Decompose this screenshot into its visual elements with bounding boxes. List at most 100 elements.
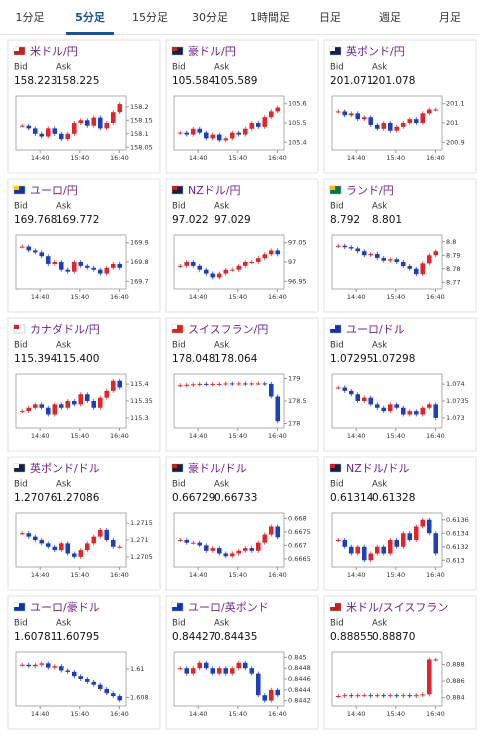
pair-name[interactable]: 米ドル/円 bbox=[30, 45, 78, 58]
x-tick-label: 14:40 bbox=[347, 432, 366, 440]
y-tick-label: 97.05 bbox=[288, 239, 307, 247]
y-tick-label: 1.271 bbox=[130, 536, 149, 544]
x-tick-label: 16:40 bbox=[268, 432, 287, 440]
y-tick-label: 169.8 bbox=[130, 258, 149, 266]
y-tick-label: 0.8442 bbox=[288, 697, 311, 705]
tab-label[interactable]: 5分足 bbox=[75, 10, 106, 24]
flag-detail bbox=[14, 464, 19, 468]
candle bbox=[355, 546, 361, 554]
bid-label: Bid bbox=[330, 63, 344, 73]
tab[interactable] bbox=[0, 0, 60, 34]
candle bbox=[104, 267, 110, 274]
x-tick-label: 14:40 bbox=[189, 154, 208, 162]
candle bbox=[91, 681, 97, 685]
pair-name[interactable]: ユーロ/豪ドル bbox=[30, 600, 100, 614]
tab-label[interactable]: 月足 bbox=[439, 11, 461, 24]
pair-name[interactable]: 英ポンド/円 bbox=[346, 44, 405, 58]
candle bbox=[32, 536, 38, 540]
x-tick-label: 14:40 bbox=[189, 571, 208, 579]
candle bbox=[275, 107, 281, 112]
candle bbox=[65, 543, 71, 554]
candle bbox=[177, 265, 183, 267]
candle bbox=[78, 120, 84, 123]
chart-frame bbox=[331, 234, 443, 290]
x-tick-label: 15:40 bbox=[70, 293, 89, 301]
candle bbox=[420, 694, 426, 696]
bid-label: Bid bbox=[172, 63, 186, 73]
candle bbox=[387, 695, 393, 697]
x-tick-label: 16:40 bbox=[110, 710, 129, 718]
candle bbox=[78, 262, 84, 266]
candle bbox=[407, 411, 413, 415]
candle bbox=[275, 250, 281, 255]
pair-name[interactable]: NZドル/円 bbox=[188, 184, 240, 197]
pair-name[interactable]: NZドル/ドル bbox=[346, 462, 409, 475]
candle bbox=[335, 696, 341, 698]
ask-value: 1.27086 bbox=[56, 492, 100, 504]
candle bbox=[197, 542, 203, 546]
candle bbox=[84, 120, 90, 126]
y-tick-label: 0.886 bbox=[446, 677, 465, 685]
candle bbox=[58, 262, 64, 270]
candle bbox=[216, 383, 222, 385]
tab-label[interactable]: 日足 bbox=[319, 11, 341, 24]
candle bbox=[39, 540, 45, 544]
candle bbox=[368, 553, 374, 561]
pair-name[interactable]: 英ポンド/ドル bbox=[30, 461, 100, 475]
candle bbox=[177, 132, 183, 134]
candle bbox=[407, 266, 413, 269]
y-tick-label: 97 bbox=[288, 258, 296, 266]
candle bbox=[413, 119, 419, 123]
x-tick-label: 15:40 bbox=[70, 432, 89, 440]
pair-name[interactable]: 豪ドル/ドル bbox=[188, 461, 247, 475]
tab-label[interactable]: 15分足 bbox=[132, 11, 168, 24]
candle bbox=[387, 404, 393, 412]
pair-name[interactable]: スイスフラン/円 bbox=[188, 323, 268, 336]
tab-label[interactable]: 1時間足 bbox=[250, 11, 290, 24]
candle bbox=[184, 384, 190, 386]
tab[interactable] bbox=[240, 0, 300, 34]
bid-label: Bid bbox=[14, 202, 28, 212]
pair-name[interactable]: カナダドル/円 bbox=[30, 322, 100, 336]
pair-name[interactable]: ユーロ/英ポンド bbox=[188, 600, 269, 614]
candle bbox=[355, 248, 361, 252]
tab-label[interactable]: 週足 bbox=[379, 11, 401, 24]
tab[interactable] bbox=[120, 0, 180, 34]
candle bbox=[335, 111, 341, 113]
tab[interactable] bbox=[300, 0, 360, 34]
candle bbox=[342, 245, 348, 248]
tab[interactable] bbox=[420, 0, 480, 34]
y-tick-label: 1.073 bbox=[446, 414, 465, 422]
candle bbox=[433, 533, 439, 554]
x-tick-label: 15:40 bbox=[228, 154, 247, 162]
ask-label: Ask bbox=[56, 202, 71, 212]
ask-label: Ask bbox=[372, 63, 387, 73]
tab-label[interactable]: 30分足 bbox=[192, 11, 228, 24]
candle bbox=[249, 668, 255, 674]
bid-value: 178.048 bbox=[172, 353, 215, 365]
pair-name[interactable]: ユーロ/円 bbox=[30, 184, 78, 197]
candle bbox=[71, 553, 77, 557]
candle bbox=[223, 269, 229, 274]
pair-name[interactable]: ユーロ/ドル bbox=[346, 323, 405, 336]
candle bbox=[368, 397, 374, 405]
tab[interactable] bbox=[180, 0, 240, 34]
pair-name[interactable]: 豪ドル/円 bbox=[188, 44, 236, 58]
x-tick-label: 16:40 bbox=[110, 432, 129, 440]
tab[interactable] bbox=[60, 0, 120, 34]
flag-detail bbox=[330, 325, 335, 329]
pair-name[interactable]: ランド/円 bbox=[346, 184, 394, 197]
x-tick-label: 14:40 bbox=[347, 154, 366, 162]
tab[interactable] bbox=[360, 0, 420, 34]
x-tick-label: 16:40 bbox=[268, 571, 287, 579]
candle bbox=[78, 394, 84, 405]
y-tick-label: 1.2715 bbox=[130, 519, 153, 527]
tab-label[interactable]: 1分足 bbox=[16, 11, 45, 24]
y-tick-label: 158.05 bbox=[130, 143, 153, 151]
candle bbox=[275, 526, 281, 538]
flag-detail bbox=[330, 47, 335, 51]
flag-detail bbox=[14, 47, 19, 51]
pair-name[interactable]: 米ドル/スイスフラン bbox=[346, 601, 448, 614]
y-tick-label: 0.6134 bbox=[446, 529, 469, 537]
